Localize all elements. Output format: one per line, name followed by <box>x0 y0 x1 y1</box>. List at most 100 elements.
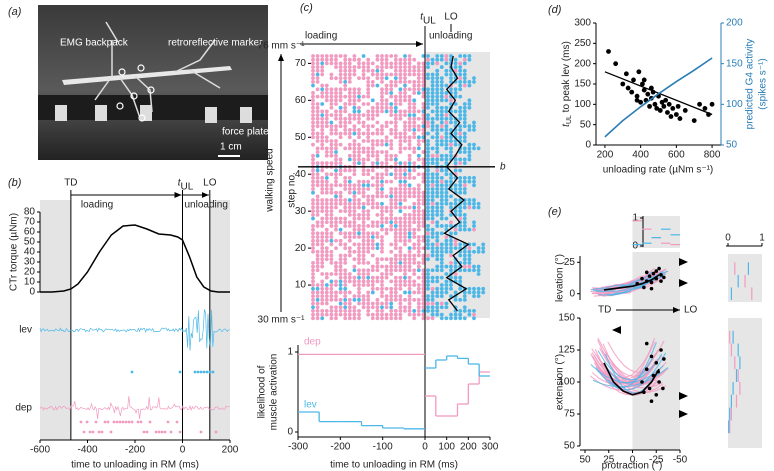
raster-dot <box>357 105 361 110</box>
raster-dot <box>462 102 467 106</box>
raster-dot <box>389 312 394 317</box>
raster-dot <box>311 153 315 158</box>
spike-dot <box>211 370 215 374</box>
raster-dot <box>324 109 329 114</box>
raster-dot <box>370 139 375 143</box>
raster-dot <box>347 120 352 125</box>
raster-dot <box>366 113 371 118</box>
raster-dot <box>403 131 407 136</box>
raster-dot <box>462 294 467 299</box>
raster-dot <box>329 161 334 166</box>
raster-dot <box>403 124 407 129</box>
raster-dot <box>458 309 463 313</box>
raster-dot <box>398 309 403 313</box>
raster-dot <box>343 253 348 258</box>
raster-dot <box>384 76 389 81</box>
point <box>620 81 626 87</box>
raster-dot <box>380 87 384 92</box>
raster-dot <box>403 212 407 217</box>
raster-dot <box>366 268 371 273</box>
raster-dot <box>352 212 357 217</box>
raster-dot <box>435 205 440 210</box>
x-tick-label: 400 <box>632 150 649 161</box>
raster-dot <box>329 54 334 58</box>
raster-dot <box>357 283 361 287</box>
raster-dot <box>343 279 348 284</box>
raster-dot <box>398 76 403 81</box>
raster-dot <box>329 283 334 287</box>
raster-dot <box>416 242 421 247</box>
raster-dot <box>403 83 407 88</box>
raster-dot <box>421 102 426 106</box>
raster-dot <box>343 275 348 280</box>
spike-dot <box>79 420 83 424</box>
raster-dot <box>462 83 467 88</box>
raster-dot <box>352 216 357 221</box>
raster-dot <box>426 297 430 302</box>
raster-dot <box>361 94 366 99</box>
raster-dot <box>426 102 430 106</box>
raster-dot <box>481 249 486 254</box>
raster-dot <box>370 105 375 110</box>
raster-dot <box>380 242 384 247</box>
raster-dot <box>416 301 421 306</box>
raster-dot <box>357 179 361 184</box>
raster-dot <box>334 246 338 251</box>
raster-dot <box>462 260 467 265</box>
raster-dot <box>439 224 444 228</box>
raster-dot <box>407 220 412 225</box>
raster-dot <box>439 179 444 184</box>
raster-dot <box>347 146 352 151</box>
y-tick-label: 10 <box>24 277 36 288</box>
raster-dot <box>435 238 440 243</box>
raster-dot <box>416 109 421 114</box>
raster-dot <box>430 183 435 188</box>
raster-dot <box>421 301 426 306</box>
raster-dot <box>315 198 320 202</box>
event-label-sub: UL <box>181 182 194 193</box>
raster-dot <box>462 76 467 81</box>
raster-dot <box>324 183 329 188</box>
raster-dot <box>439 283 444 287</box>
phase-label: unloading <box>429 31 472 42</box>
raster-dot <box>462 253 467 258</box>
raster-dot <box>389 79 394 84</box>
raster-dot <box>366 249 371 254</box>
raster-dot <box>380 205 384 210</box>
raster-dot <box>421 309 426 313</box>
raster-dot <box>311 249 315 254</box>
raster-dot <box>352 205 357 210</box>
y-tick-label: 50 <box>726 140 738 151</box>
raster-dot <box>338 194 343 199</box>
raster-dot <box>476 286 481 291</box>
raster-dot <box>347 157 352 162</box>
raster-dot <box>375 260 380 265</box>
raster-dot <box>324 187 329 191</box>
raster-dot <box>361 157 366 162</box>
raster-dot <box>384 91 389 95</box>
raster-dot <box>389 209 394 214</box>
raster-dot <box>334 279 338 284</box>
spike-dot <box>193 370 197 374</box>
phase-label: TD <box>598 305 611 316</box>
raster-dot <box>347 297 352 302</box>
raster-dot <box>421 172 426 177</box>
raster-dot <box>329 120 334 125</box>
raster-dot <box>352 242 357 247</box>
raster-dot <box>334 294 338 299</box>
raster-dot <box>375 172 380 177</box>
raster-dot <box>407 120 412 125</box>
raster-dot <box>338 209 343 214</box>
raster-dot <box>426 238 430 243</box>
raster-dot <box>343 176 348 180</box>
raster-dot <box>421 127 426 132</box>
raster-dot <box>462 212 467 217</box>
raster-dot <box>384 98 389 103</box>
raster-dot <box>449 127 453 132</box>
raster-dot <box>347 290 352 295</box>
raster-dot <box>403 283 407 287</box>
raster-dot <box>476 246 481 251</box>
mean-line <box>603 362 660 396</box>
x-tick-label: -300 <box>288 442 308 453</box>
raster-dot <box>357 257 361 262</box>
